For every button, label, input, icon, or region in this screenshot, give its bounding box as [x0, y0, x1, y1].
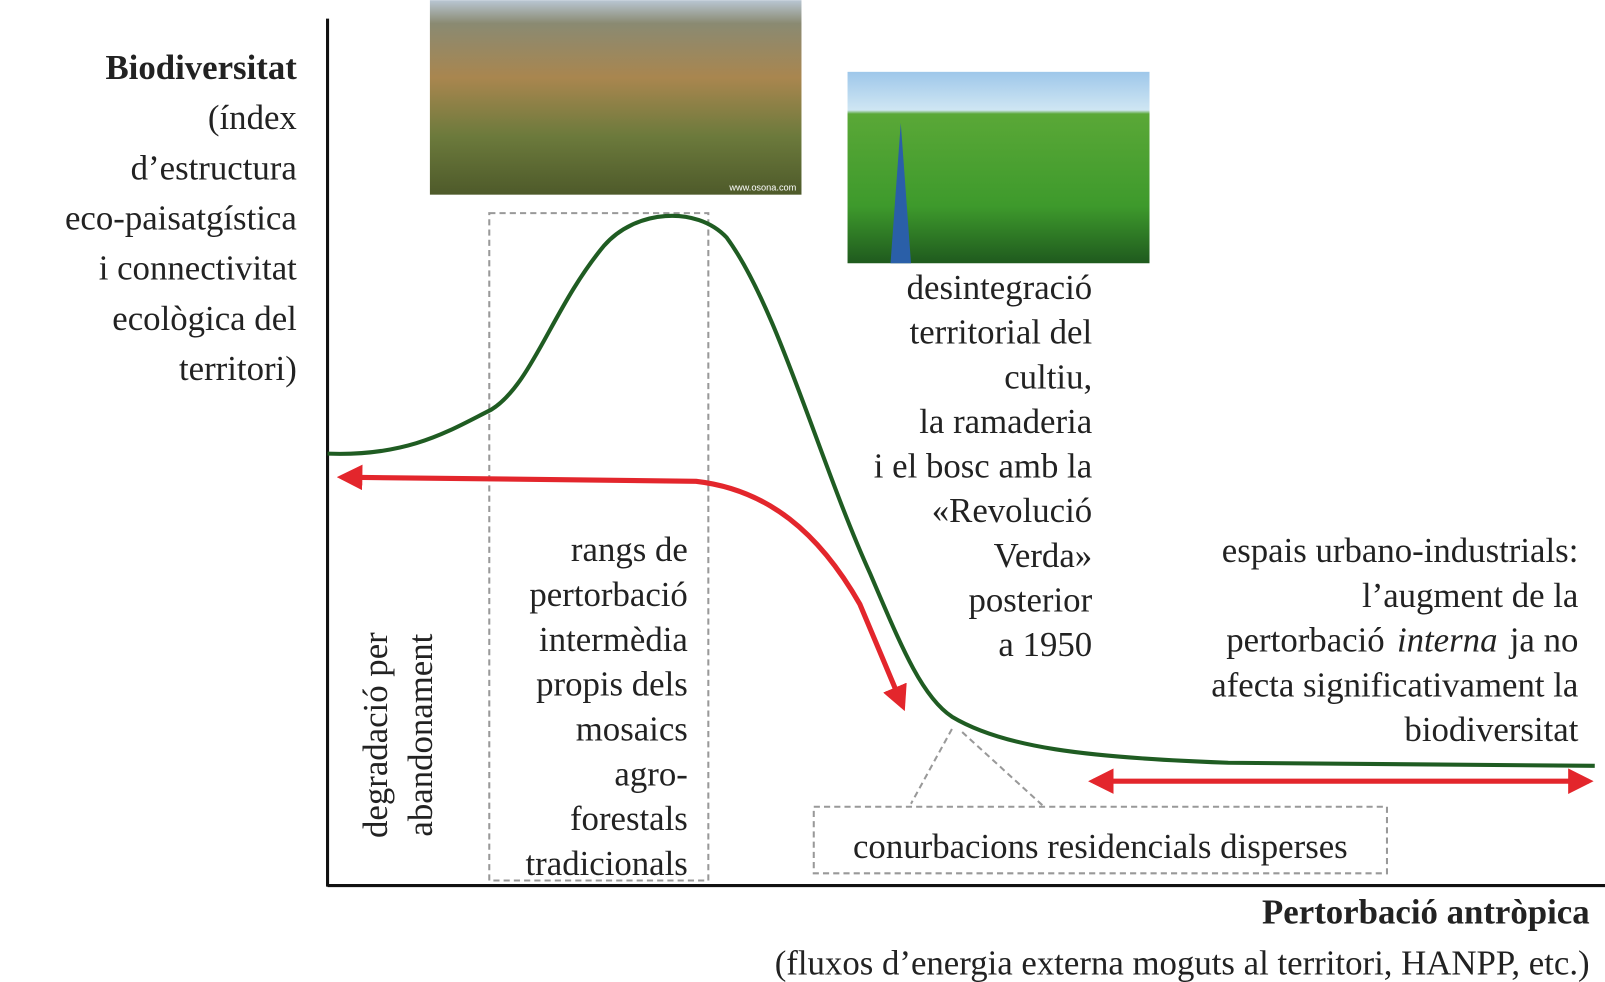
- green-revolution-label-line: Verda»: [994, 536, 1093, 575]
- sprawl-label: conurbacions residencials disperses: [853, 827, 1348, 866]
- abandonment-arrow: [336, 464, 907, 712]
- intermediate-label-line: mosaics: [576, 709, 688, 748]
- urban-label-segment: l’augment de la: [1362, 576, 1578, 615]
- urban-label-segment: espais urbano-industrials:: [1222, 531, 1579, 570]
- intermediate-label-line: tradicionals: [526, 844, 688, 883]
- green-revolution-label-line: «Revolució: [932, 491, 1092, 530]
- intermediate-label-line: rangs de: [571, 530, 688, 569]
- urban-label-segment: afecta significativament la: [1211, 665, 1578, 704]
- urban-label-segment: pertorbació: [1226, 621, 1384, 660]
- green-revolution-label-line: desintegració: [907, 268, 1093, 307]
- x-axis-subtitle: (fluxos d’energia externa moguts al terr…: [775, 944, 1590, 982]
- green-revolution-label-line: cultiu,: [1004, 357, 1092, 396]
- intermediate-label-line: agro-: [614, 754, 687, 793]
- y-axis-subtitle-line: territori): [179, 349, 297, 388]
- abandonment-label-line: abandonament: [401, 633, 440, 836]
- urban-label-segment: biodiversitat: [1404, 710, 1578, 749]
- green-revolution-label-line: la ramaderia: [919, 402, 1092, 441]
- x-axis-title: Pertorbació antròpica: [1262, 892, 1590, 931]
- urban-label-segment: ja no: [1509, 621, 1579, 660]
- y-axis-subtitle-line: d’estructura: [131, 148, 297, 187]
- urban-label-line: l’augment de la: [1362, 576, 1578, 615]
- urban-label-line: afecta significativament la: [1211, 665, 1578, 704]
- sprawl-leader: [910, 728, 1045, 808]
- y-axis-subtitle-line: eco-paisatgística: [65, 198, 297, 237]
- y-axis-subtitle-line: i connectivitat: [99, 249, 297, 288]
- intermediate-label-line: pertorbació: [529, 575, 687, 614]
- green-revolution-label-line: i el bosc amb la: [874, 447, 1092, 486]
- intermediate-label-line: forestals: [570, 799, 688, 838]
- y-axis-subtitle-line: ecològica del: [112, 299, 297, 338]
- biodiversity-curve: [327, 213, 1595, 768]
- intermediate-label-line: intermèdia: [539, 620, 688, 659]
- urban-label-line: pertorbació interna ja no: [1226, 621, 1578, 660]
- green-revolution-label-line: a 1950: [998, 625, 1092, 664]
- sprawl-box: [812, 805, 1388, 875]
- green-revolution-label-line: territorial del: [910, 313, 1093, 352]
- green-revolution-label-line: posterior: [968, 580, 1092, 619]
- urban-label-line: espais urbano-industrials:: [1222, 531, 1579, 570]
- photo-credit: www.osona.com: [728, 183, 796, 193]
- urban-label-segment: interna: [1397, 621, 1498, 660]
- intermediate-label-line: propis dels: [536, 665, 688, 704]
- landscape-photo: [429, 0, 802, 195]
- canal: [890, 123, 912, 264]
- urban-label-line: biodiversitat: [1404, 710, 1578, 749]
- y-axis-subtitle-line: (índex: [208, 98, 297, 137]
- y-axis-title: Biodiversitat: [105, 48, 297, 87]
- abandonment-label-line: degradació per: [356, 632, 395, 838]
